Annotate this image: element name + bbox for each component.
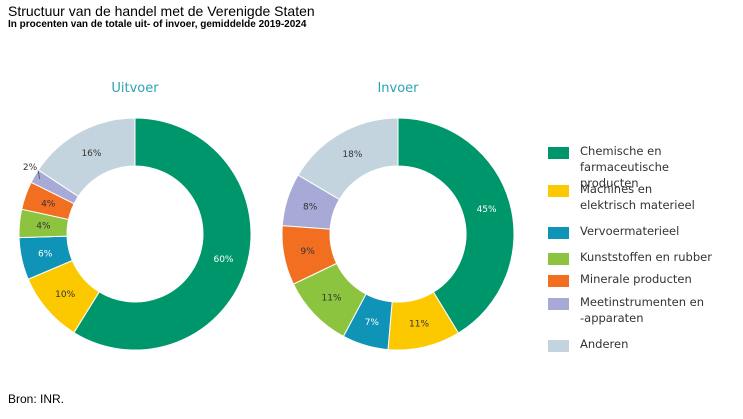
donut-title: Uitvoer — [111, 81, 159, 96]
legend-label: Anderen — [580, 337, 629, 351]
slice-label: 8% — [303, 203, 318, 213]
slice-anderen — [37, 117, 136, 198]
slice-label: 9% — [300, 247, 315, 257]
legend-label: Chemische en farmaceutische producten — [580, 144, 669, 190]
legend-item: Anderen — [548, 336, 730, 352]
legend-swatch — [548, 275, 569, 287]
slice-label: 16% — [81, 149, 101, 159]
legend-item: Meetinstrumenten en -apparaten — [548, 294, 730, 326]
chart-subtitle: In procenten van de totale uit- of invoe… — [8, 19, 307, 30]
legend-item: Machines en elektrisch materieel — [548, 181, 730, 213]
slice-label: 45% — [477, 205, 497, 215]
leader-line — [37, 169, 41, 180]
legend-label: Kunststoffen en rubber — [580, 250, 712, 264]
donut-title: Invoer — [377, 81, 419, 96]
slice-label: 11% — [409, 320, 429, 330]
legend-label: Meetinstrumenten en -apparaten — [580, 295, 705, 325]
slice-label: 11% — [322, 294, 342, 304]
slice-chemische-en-farmaceutische-producten — [397, 117, 515, 334]
slice-label: 2% — [23, 163, 38, 173]
legend-item: Minerale producten — [548, 271, 730, 287]
slice-label: 4% — [36, 222, 51, 232]
donut-uitvoer: Uitvoer 60% 10% 6% 4% 4% 2% 16% — [18, 81, 252, 351]
slice-anderen — [297, 117, 399, 201]
legend-label: Machines en elektrisch materieel — [580, 182, 695, 212]
legend-swatch — [548, 227, 569, 239]
legend-swatch — [548, 340, 569, 352]
slice-chemische-en-farmaceutische-producten — [73, 117, 252, 351]
source-note: Bron: INR. — [8, 392, 65, 406]
legend-swatch — [548, 147, 569, 159]
legend-label: Minerale producten — [580, 272, 692, 286]
slice-label: 6% — [38, 250, 53, 260]
donut-invoer: Invoer 45% 11% 7% 11% 9% 8% 18% — [281, 81, 515, 351]
slice-label: 18% — [342, 150, 362, 160]
slice-label: 7% — [365, 318, 380, 328]
legend-item: Kunststoffen en rubber — [548, 249, 730, 265]
legend-swatch — [548, 253, 569, 265]
legend-label: Vervoermaterieel — [580, 224, 680, 238]
slice-label: 10% — [55, 290, 75, 300]
legend-item: Chemische en farmaceutische producten — [548, 143, 730, 191]
legend-swatch — [548, 185, 569, 197]
legend-item: Vervoermaterieel — [548, 223, 730, 239]
legend-swatch — [548, 298, 569, 310]
slice-label: 60% — [213, 255, 233, 265]
slice-label: 4% — [41, 199, 56, 209]
chart-title: Structuur van de handel met de Verenigde… — [8, 3, 315, 19]
